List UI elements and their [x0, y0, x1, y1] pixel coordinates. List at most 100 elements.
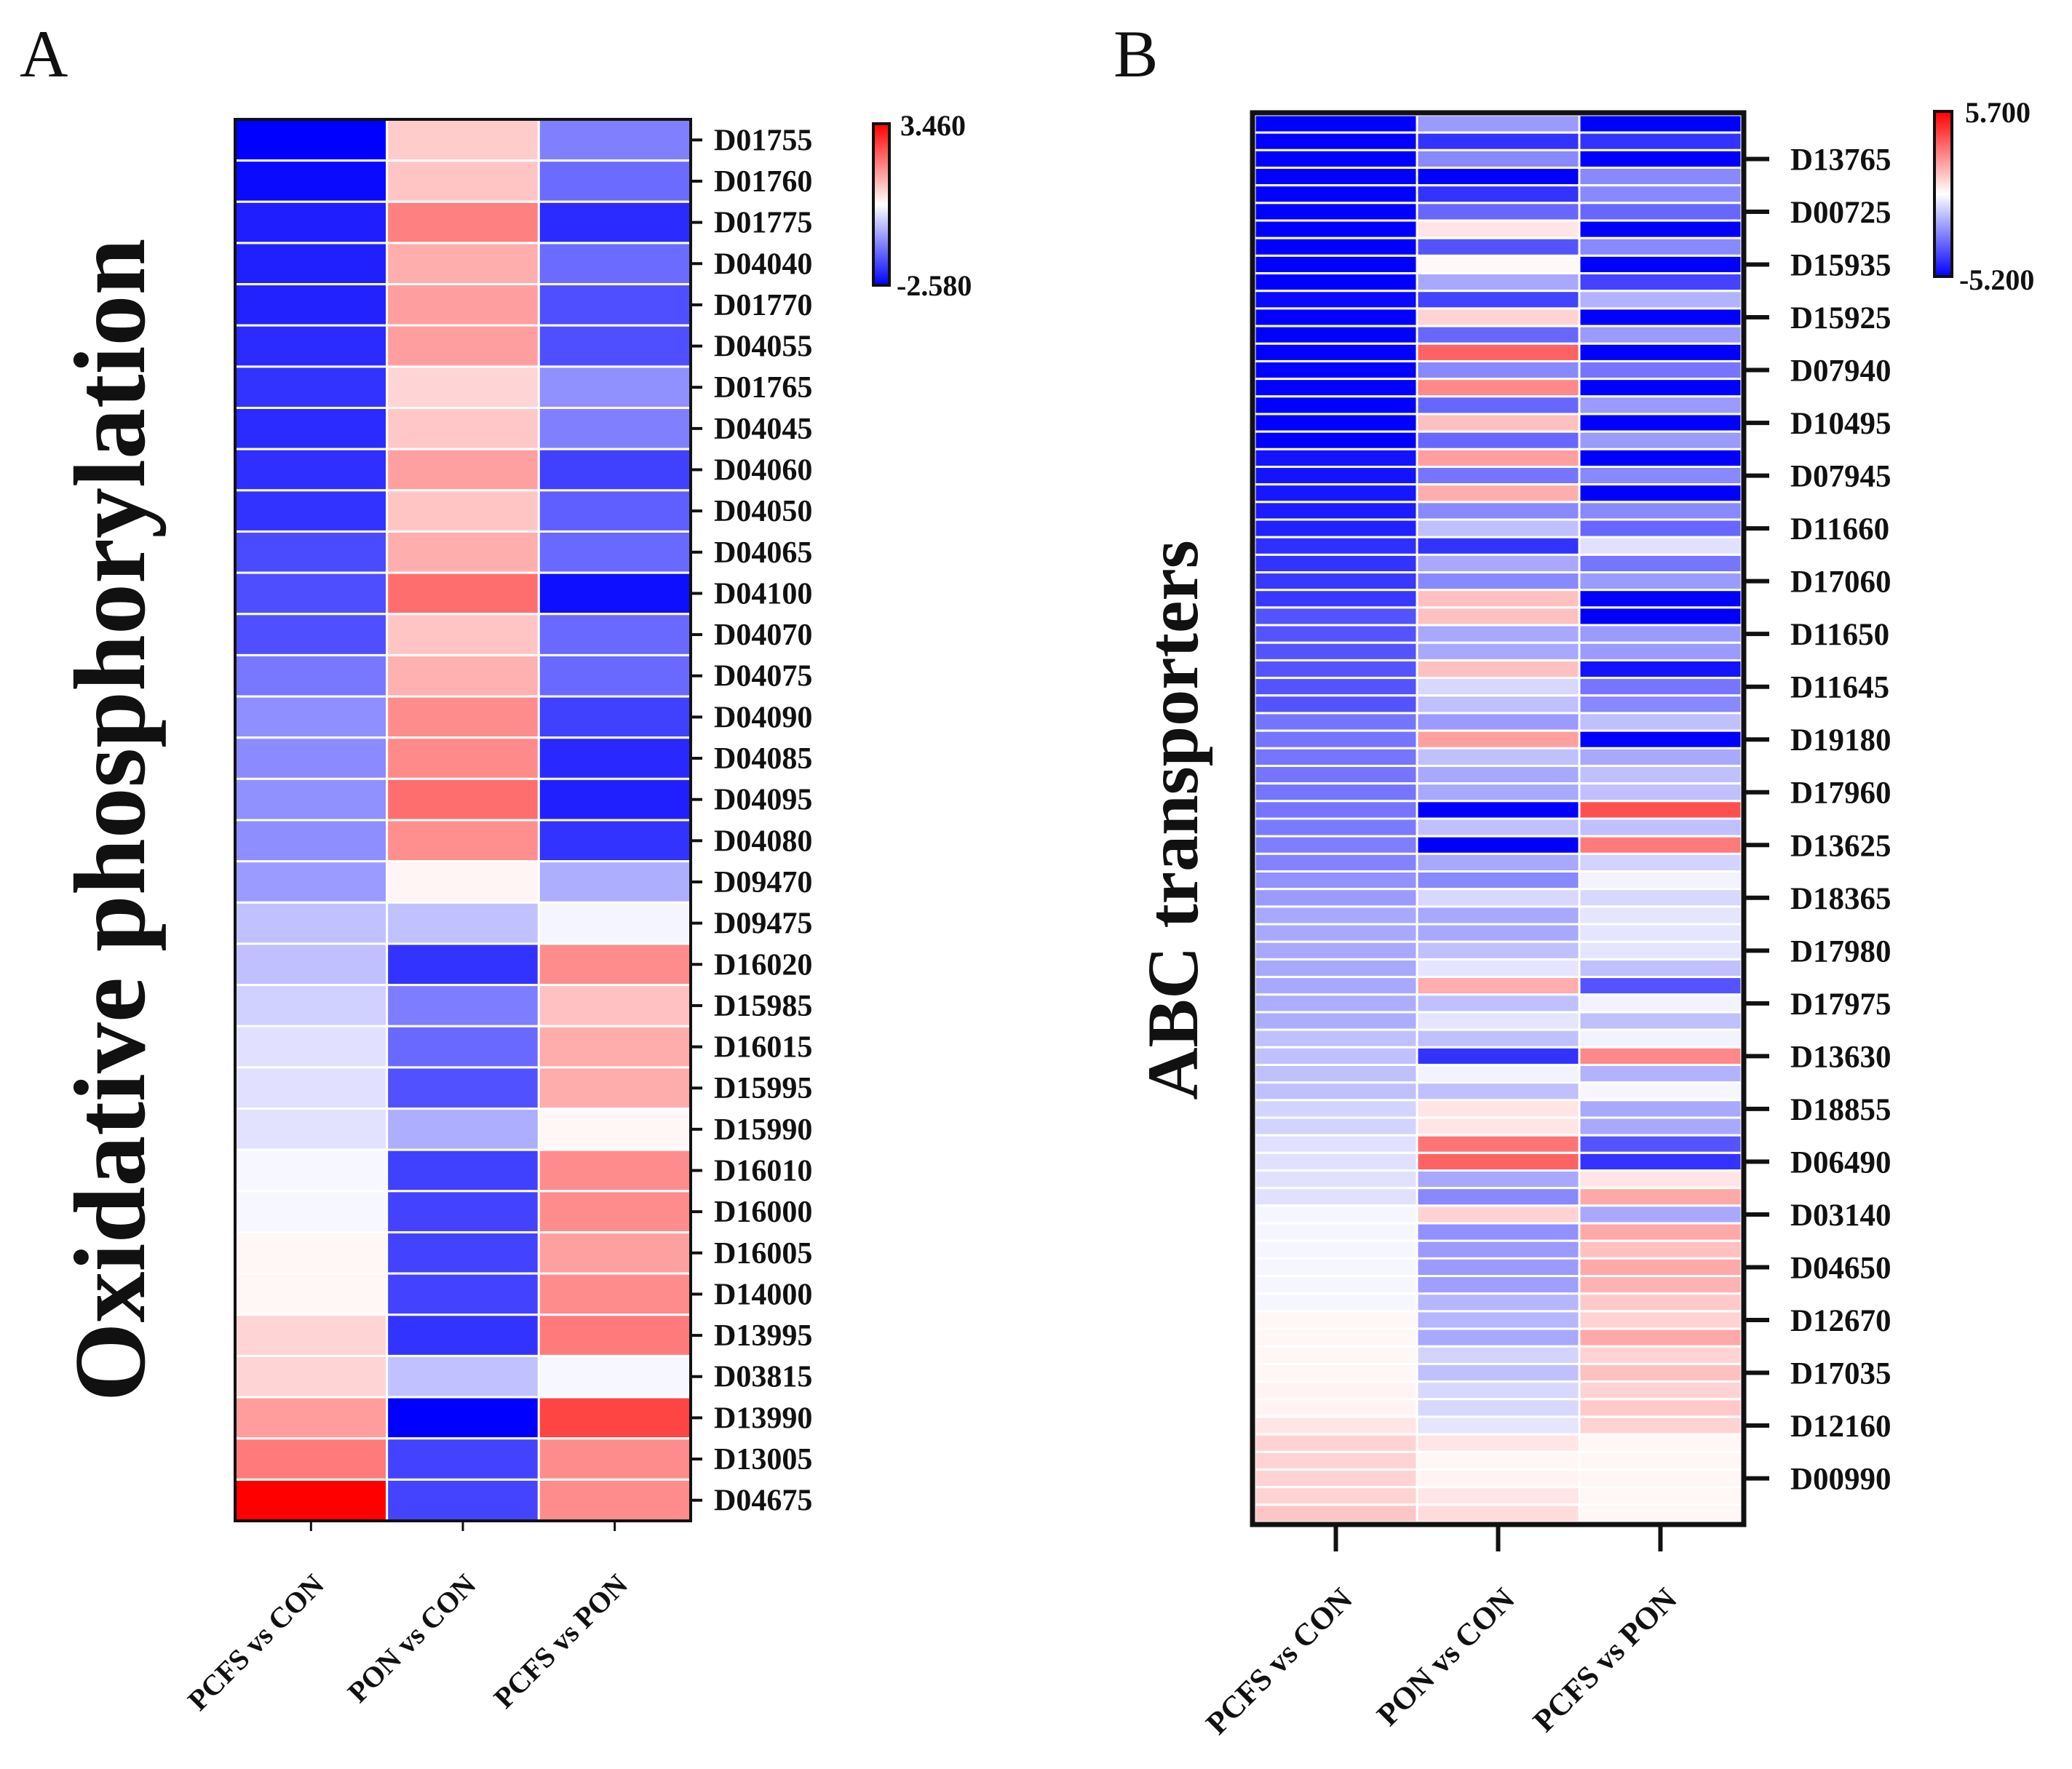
heatmap-cell — [1416, 148, 1581, 170]
heatmap-cell — [1253, 782, 1418, 803]
heatmap-cell — [537, 653, 692, 698]
row-label: D17960 — [1790, 776, 1892, 811]
heatmap-cell — [1416, 958, 1581, 979]
heatmap-cell — [1253, 184, 1418, 204]
heatmap-cell — [1578, 1292, 1743, 1313]
heatmap-cell — [234, 942, 389, 987]
heatmap-cell — [537, 860, 692, 904]
heatmap-cell — [537, 1025, 692, 1069]
heatmap-cell — [1253, 624, 1418, 644]
heatmap-cell — [537, 942, 692, 987]
heatmap-cell — [234, 1272, 389, 1316]
heatmap-cell — [1416, 1046, 1581, 1066]
heatmap-cell — [386, 283, 540, 327]
row-label: D13765 — [1790, 143, 1892, 177]
panel-b-heatmap: B ABC transporters D13765 D00725 D15935 D15… — [1114, 17, 2034, 1741]
panel-b-cells — [1253, 114, 1743, 1524]
panel-b-colorbar-min: -5.200 — [1959, 263, 2034, 296]
heatmap-cell — [1253, 1380, 1418, 1401]
column-label: PCFS vs PON — [488, 1567, 635, 1714]
heatmap-cell — [1416, 905, 1581, 926]
heatmap-cell — [1578, 1345, 1743, 1365]
heatmap-cell — [386, 530, 540, 574]
heatmap-cell — [386, 1272, 540, 1316]
heatmap-cell — [537, 1437, 692, 1481]
row-label: D04100 — [714, 577, 812, 611]
heatmap-cell — [537, 901, 692, 945]
heatmap-cell — [1578, 114, 1743, 134]
panel-a-heatmap: A Oxidative phosphorylation D01755 D01760… — [20, 17, 972, 1717]
heatmap-cell — [1416, 1028, 1581, 1049]
row-label: D16015 — [714, 1031, 812, 1065]
heatmap-cell — [386, 1066, 540, 1110]
heatmap-cell — [1253, 659, 1418, 680]
row-label: D18855 — [1790, 1093, 1892, 1127]
heatmap-cell — [1416, 1398, 1581, 1418]
heatmap-cell — [1578, 1503, 1743, 1524]
heatmap-cell — [1253, 940, 1418, 961]
heatmap-cell — [1253, 1398, 1418, 1418]
heatmap-cell — [1578, 167, 1743, 187]
heatmap-cell — [234, 1025, 389, 1069]
heatmap-cell — [234, 448, 389, 492]
heatmap-cell — [1253, 254, 1418, 275]
heatmap-cell — [537, 571, 692, 616]
row-label: D12670 — [1790, 1304, 1892, 1338]
heatmap-cell — [1416, 852, 1581, 873]
heatmap-cell — [1578, 712, 1743, 732]
panel-a-colorbar-max: 3.460 — [900, 109, 966, 142]
row-label: D04050 — [714, 495, 812, 528]
heatmap-cell — [386, 1148, 540, 1193]
row-label: D16005 — [714, 1237, 812, 1271]
heatmap-cell — [1578, 536, 1743, 556]
row-label: D01770 — [714, 289, 812, 322]
row-label: D04080 — [714, 824, 812, 858]
heatmap-cell — [234, 242, 389, 286]
heatmap-cell — [234, 200, 389, 245]
heatmap-cell — [1253, 1011, 1418, 1031]
row-label: D07940 — [1790, 354, 1892, 389]
heatmap-cell — [537, 530, 692, 574]
heatmap-cell — [386, 324, 540, 368]
heatmap-cell — [1578, 852, 1743, 873]
heatmap-cell — [386, 819, 540, 863]
heatmap-cell — [386, 777, 540, 822]
heatmap-cell — [1416, 1151, 1581, 1172]
heatmap-cell — [386, 159, 540, 203]
heatmap-cell — [234, 407, 389, 450]
heatmap-cell — [1578, 1450, 1743, 1471]
heatmap-cell — [537, 613, 692, 656]
panel-b-colorbar-max: 5.700 — [1965, 96, 2031, 129]
heatmap-cell — [1578, 1081, 1743, 1102]
heatmap-cell — [1253, 888, 1418, 908]
heatmap-cell — [1253, 1433, 1418, 1453]
heatmap-cell — [1253, 958, 1418, 979]
row-label: D17060 — [1790, 565, 1892, 600]
row-label: D13995 — [714, 1319, 812, 1353]
heatmap-cell — [1253, 536, 1418, 556]
heatmap-cell — [1253, 501, 1418, 521]
heatmap-cell — [1416, 1239, 1581, 1260]
heatmap-cell — [234, 1437, 389, 1481]
row-label: D13990 — [714, 1402, 812, 1435]
heatmap-cell — [1578, 395, 1743, 416]
heatmap-cell — [234, 324, 389, 368]
heatmap-cell — [234, 1396, 389, 1440]
panel-a-cells — [234, 118, 692, 1522]
heatmap-cell — [1578, 905, 1743, 926]
heatmap-cell — [386, 984, 540, 1027]
row-label: D11650 — [1790, 618, 1889, 652]
row-label: D04060 — [714, 454, 812, 488]
heatmap-cell — [1253, 1204, 1418, 1225]
heatmap-cell — [1578, 1257, 1743, 1278]
heatmap-cell — [537, 159, 692, 203]
heatmap-cell — [1416, 1063, 1581, 1084]
row-label: D14000 — [714, 1278, 812, 1311]
heatmap-cell — [1253, 1362, 1418, 1383]
heatmap-cell — [1253, 1327, 1418, 1348]
heatmap-cell — [1253, 905, 1418, 926]
heatmap-cell — [1578, 430, 1743, 450]
row-label: D17035 — [1790, 1357, 1892, 1391]
heatmap-cell — [1253, 1222, 1418, 1242]
row-label: D04675 — [714, 1484, 812, 1518]
